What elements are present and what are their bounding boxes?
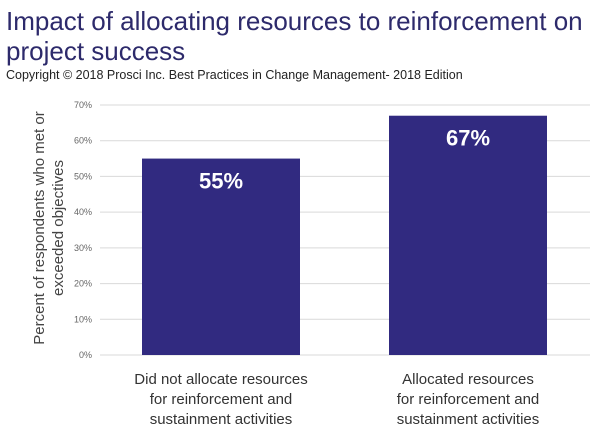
chart-title: Impact of allocating resources to reinfo… (6, 6, 583, 66)
y-tick-label: 10% (74, 314, 92, 324)
category-label: Did not allocate resources (134, 371, 307, 388)
y-tick-label: 30% (74, 243, 92, 253)
y-tick-label: 50% (74, 171, 92, 181)
y-axis-label: Percent of respondents who met or (31, 111, 48, 344)
y-tick-label: 60% (74, 136, 92, 146)
y-tick-label: 20% (74, 279, 92, 289)
category-label: Allocated resources (402, 371, 534, 388)
category-label: for reinforcement and (150, 391, 293, 408)
category-label: sustainment activities (397, 411, 540, 428)
y-tick-label: 40% (74, 207, 92, 217)
chart-subtitle: Copyright © 2018 Prosci Inc. Best Practi… (6, 68, 463, 82)
y-axis-label: exceeded objectives (50, 160, 67, 296)
bar (142, 158, 300, 355)
category-label: for reinforcement and (397, 391, 540, 408)
bar (389, 115, 547, 355)
data-label: 55% (199, 169, 243, 194)
category-label: sustainment activities (150, 411, 293, 428)
y-tick-label: 70% (74, 100, 92, 110)
data-label: 67% (446, 126, 490, 151)
y-tick-label: 0% (79, 350, 92, 360)
